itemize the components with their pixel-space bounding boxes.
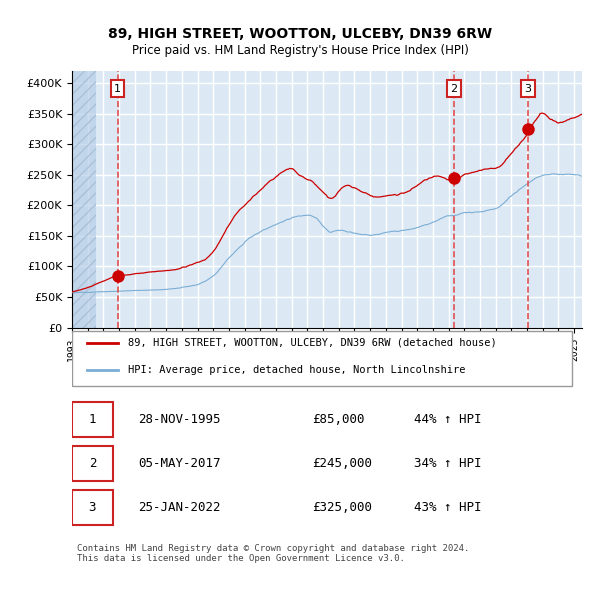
Text: 3: 3 [89,501,96,514]
Text: 34% ↑ HPI: 34% ↑ HPI [414,457,481,470]
FancyBboxPatch shape [72,490,113,525]
Text: 89, HIGH STREET, WOOTTON, ULCEBY, DN39 6RW: 89, HIGH STREET, WOOTTON, ULCEBY, DN39 6… [108,27,492,41]
Text: £245,000: £245,000 [312,457,372,470]
Text: 25-JAN-2022: 25-JAN-2022 [139,501,221,514]
Text: 1: 1 [114,84,121,94]
Text: 44% ↑ HPI: 44% ↑ HPI [414,413,481,426]
FancyBboxPatch shape [72,402,113,437]
Text: 2: 2 [451,84,458,94]
Text: £325,000: £325,000 [312,501,372,514]
FancyBboxPatch shape [72,446,113,481]
Text: 43% ↑ HPI: 43% ↑ HPI [414,501,481,514]
Text: 3: 3 [524,84,532,94]
Text: Contains HM Land Registry data © Crown copyright and database right 2024.
This d: Contains HM Land Registry data © Crown c… [77,544,469,563]
Text: HPI: Average price, detached house, North Lincolnshire: HPI: Average price, detached house, Nort… [128,365,466,375]
Text: 89, HIGH STREET, WOOTTON, ULCEBY, DN39 6RW (detached house): 89, HIGH STREET, WOOTTON, ULCEBY, DN39 6… [128,338,497,348]
FancyBboxPatch shape [72,331,572,386]
Text: 2: 2 [89,457,96,470]
Text: 28-NOV-1995: 28-NOV-1995 [139,413,221,426]
Text: 05-MAY-2017: 05-MAY-2017 [139,457,221,470]
Text: 1: 1 [89,413,96,426]
Text: Price paid vs. HM Land Registry's House Price Index (HPI): Price paid vs. HM Land Registry's House … [131,44,469,57]
Bar [72,71,95,327]
Text: £85,000: £85,000 [312,413,364,426]
